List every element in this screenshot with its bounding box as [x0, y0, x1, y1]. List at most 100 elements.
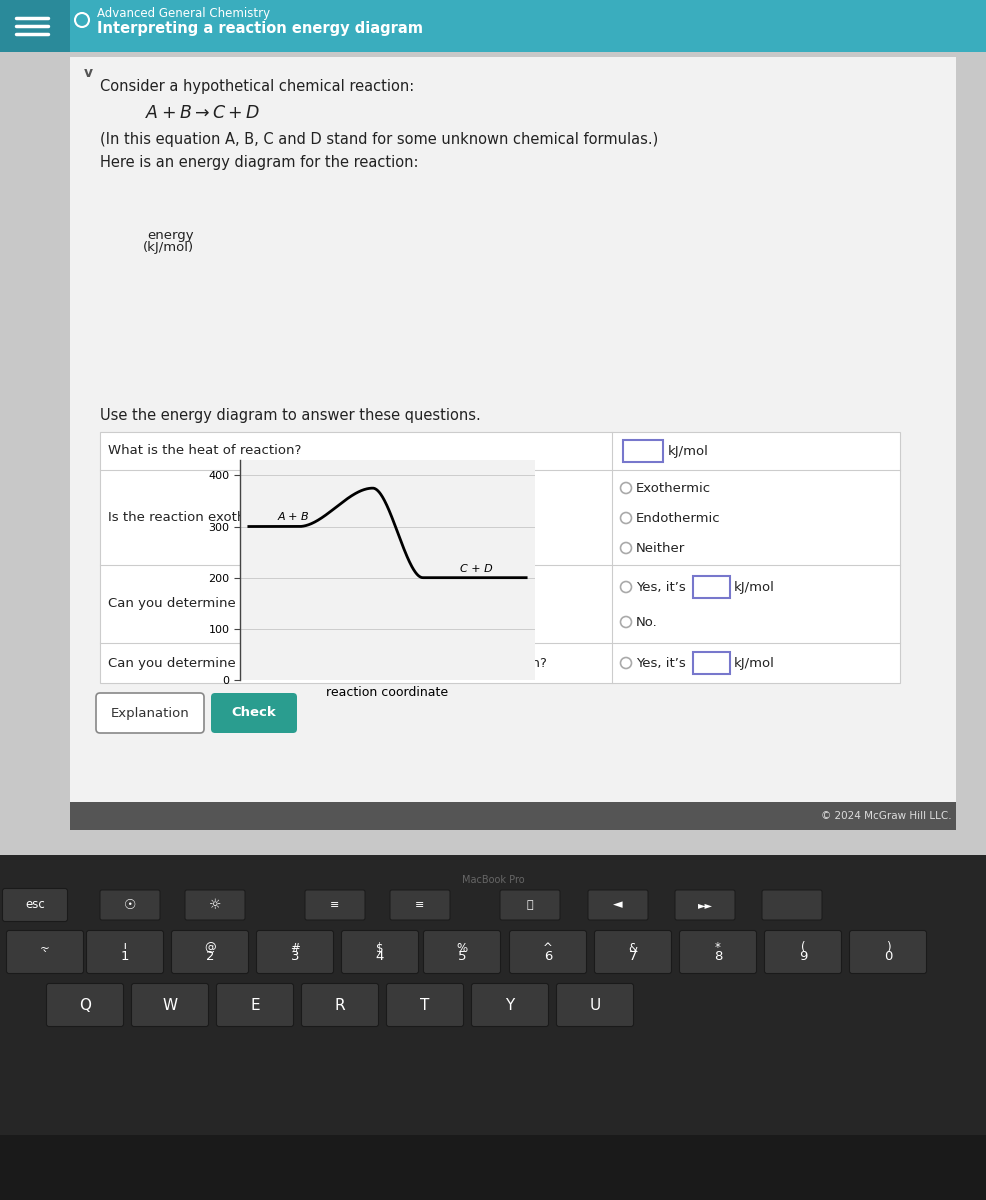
Text: esc: esc [25, 899, 45, 912]
FancyBboxPatch shape [341, 930, 418, 973]
Text: E: E [250, 997, 260, 1013]
Text: W: W [163, 997, 177, 1013]
FancyBboxPatch shape [70, 802, 956, 830]
Text: $A + B \rightarrow C + D$: $A + B \rightarrow C + D$ [145, 104, 260, 122]
Text: 6: 6 [544, 950, 552, 964]
FancyBboxPatch shape [500, 890, 560, 920]
FancyBboxPatch shape [0, 0, 70, 52]
FancyBboxPatch shape [172, 930, 248, 973]
Text: 3: 3 [291, 950, 299, 964]
Text: C + D: C + D [459, 564, 492, 574]
Text: !: ! [122, 942, 127, 954]
Text: 1: 1 [120, 950, 129, 964]
Text: U: U [590, 997, 600, 1013]
Text: (: ( [801, 942, 806, 954]
Text: ►►: ►► [697, 900, 713, 910]
FancyBboxPatch shape [0, 0, 986, 854]
FancyBboxPatch shape [256, 930, 333, 973]
Text: 2: 2 [206, 950, 214, 964]
Text: `: ` [41, 950, 48, 964]
FancyBboxPatch shape [764, 930, 841, 973]
Text: 4: 4 [376, 950, 385, 964]
Text: &: & [628, 942, 638, 954]
Text: 5: 5 [458, 950, 466, 964]
Text: ≡: ≡ [415, 900, 425, 910]
FancyBboxPatch shape [131, 984, 208, 1026]
Text: Is the reaction exothermic or endothermic?: Is the reaction exothermic or endothermi… [108, 511, 396, 524]
FancyBboxPatch shape [305, 890, 365, 920]
FancyBboxPatch shape [217, 984, 294, 1026]
Text: kJ/mol: kJ/mol [734, 656, 775, 670]
Text: energy: energy [147, 228, 194, 241]
FancyBboxPatch shape [471, 984, 548, 1026]
Text: kJ/mol: kJ/mol [734, 581, 775, 594]
Text: R: R [334, 997, 345, 1013]
FancyBboxPatch shape [679, 930, 756, 973]
FancyBboxPatch shape [7, 930, 84, 973]
Text: ☉: ☉ [124, 898, 136, 912]
Text: v: v [84, 66, 93, 80]
FancyBboxPatch shape [3, 888, 67, 922]
Text: *: * [715, 942, 721, 954]
FancyBboxPatch shape [623, 440, 663, 462]
Text: (kJ/mol): (kJ/mol) [143, 241, 194, 254]
FancyBboxPatch shape [387, 984, 463, 1026]
Text: © 2024 McGraw Hill LLC.: © 2024 McGraw Hill LLC. [821, 811, 952, 821]
FancyBboxPatch shape [693, 652, 730, 674]
FancyBboxPatch shape [0, 1135, 986, 1200]
Text: Check: Check [232, 707, 276, 720]
Text: 9: 9 [799, 950, 808, 964]
FancyBboxPatch shape [302, 984, 379, 1026]
FancyBboxPatch shape [850, 930, 927, 973]
Text: 8: 8 [714, 950, 722, 964]
FancyBboxPatch shape [211, 692, 297, 733]
Text: ^: ^ [543, 942, 553, 954]
Text: Exothermic: Exothermic [636, 481, 711, 494]
Text: 🔇: 🔇 [527, 900, 533, 910]
Text: %: % [457, 942, 467, 954]
FancyBboxPatch shape [595, 930, 671, 973]
Text: Explanation: Explanation [110, 707, 189, 720]
Text: Interpreting a reaction energy diagram: Interpreting a reaction energy diagram [97, 22, 423, 36]
Text: ☼: ☼ [209, 898, 221, 912]
FancyBboxPatch shape [185, 890, 245, 920]
Text: T: T [420, 997, 430, 1013]
FancyBboxPatch shape [87, 930, 164, 973]
Text: $: $ [377, 942, 384, 954]
Text: ◄: ◄ [613, 899, 623, 912]
FancyBboxPatch shape [100, 432, 900, 683]
Text: ≡: ≡ [330, 900, 340, 910]
FancyBboxPatch shape [100, 890, 160, 920]
FancyBboxPatch shape [762, 890, 822, 920]
Text: ): ) [885, 942, 890, 954]
Text: Yes, it’s: Yes, it’s [636, 656, 685, 670]
Text: Neither: Neither [636, 541, 685, 554]
Text: Here is an energy diagram for the reaction:: Here is an energy diagram for the reacti… [100, 155, 418, 170]
FancyBboxPatch shape [390, 890, 450, 920]
Text: 0: 0 [883, 950, 892, 964]
FancyBboxPatch shape [46, 984, 123, 1026]
FancyBboxPatch shape [96, 692, 204, 733]
FancyBboxPatch shape [675, 890, 735, 920]
Text: kJ/mol: kJ/mol [668, 444, 709, 457]
Text: Q: Q [79, 997, 91, 1013]
Text: Endothermic: Endothermic [636, 511, 721, 524]
X-axis label: reaction coordinate: reaction coordinate [326, 685, 449, 698]
FancyBboxPatch shape [0, 854, 986, 1135]
Text: ~: ~ [40, 942, 50, 954]
Text: No.: No. [636, 616, 658, 629]
FancyBboxPatch shape [693, 576, 730, 598]
Text: Yes, it’s: Yes, it’s [636, 581, 685, 594]
FancyBboxPatch shape [0, 854, 986, 1200]
Text: 7: 7 [629, 950, 637, 964]
Text: #: # [290, 942, 300, 954]
Text: Can you determine the activation energy?: Can you determine the activation energy? [108, 598, 390, 611]
Text: A + B: A + B [277, 512, 309, 522]
Text: MacBook Pro: MacBook Pro [461, 875, 525, 886]
Text: Can you determine the activation energy of the reverse reaction?: Can you determine the activation energy … [108, 656, 547, 670]
Text: Use the energy diagram to answer these questions.: Use the energy diagram to answer these q… [100, 408, 481, 422]
FancyBboxPatch shape [588, 890, 648, 920]
Text: Advanced General Chemistry: Advanced General Chemistry [97, 7, 270, 20]
Text: Consider a hypothetical chemical reaction:: Consider a hypothetical chemical reactio… [100, 79, 414, 94]
Text: Y: Y [506, 997, 515, 1013]
